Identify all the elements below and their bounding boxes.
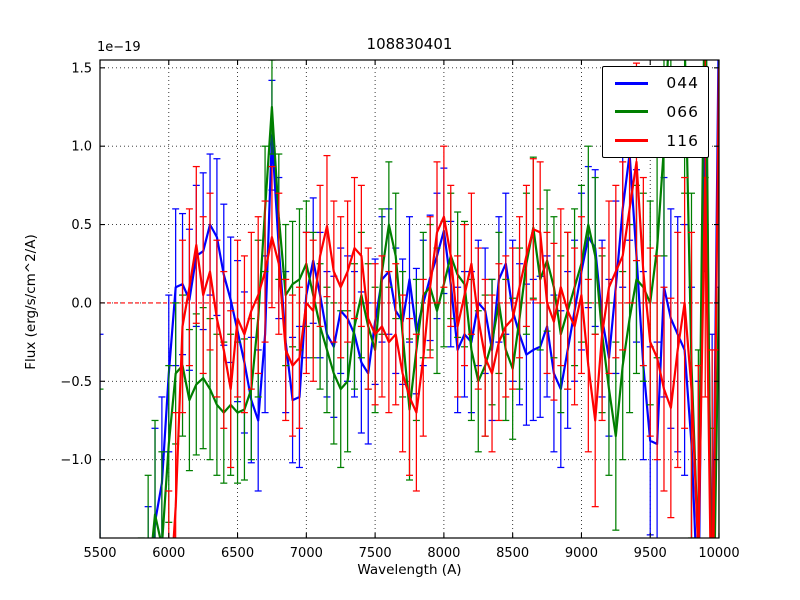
x-tick-label-9000: 9000 <box>565 546 598 561</box>
y-axis-offset-label: 1e−19 <box>97 40 141 55</box>
x-tick-label-10000: 10000 <box>698 546 739 561</box>
y-axis-label: Flux (erg/s/cm^2/A) <box>23 234 39 370</box>
x-tick-label-8000: 8000 <box>427 546 460 561</box>
x-tick-label-6000: 6000 <box>152 546 185 561</box>
x-tick-label-8500: 8500 <box>496 546 529 561</box>
series-line-116 <box>172 67 719 538</box>
legend-box: 044 066 116 <box>602 66 709 158</box>
x-tick-label-7000: 7000 <box>290 546 323 561</box>
tick-labels: 5500 6000 6500 7000 7500 8000 8500 9000 9500 1000… <box>60 61 739 561</box>
legend-label-116: 116 <box>666 131 699 150</box>
legend-item-066: 066 <box>603 98 708 126</box>
legend-item-116: 116 <box>603 127 708 155</box>
legend-line-sample-066 <box>615 110 648 114</box>
y-tick-label--0.5: −0.5 <box>60 375 92 390</box>
legend-line-sample-116 <box>615 139 648 143</box>
legend-line-sample-044 <box>615 81 648 85</box>
axes-frame <box>99 59 720 539</box>
chart-title: 108830401 <box>366 35 453 53</box>
x-tick-label-9500: 9500 <box>634 546 667 561</box>
x-tick-label-5500: 5500 <box>83 546 116 561</box>
y-tick-label-0.5: 0.5 <box>71 218 92 233</box>
y-tick-label-1: 1.0 <box>71 140 92 155</box>
legend-item-044: 044 <box>603 69 708 97</box>
series-116 <box>165 60 719 538</box>
y-tick-label-0: 0.0 <box>71 296 92 311</box>
y-tick-label--1: −1.0 <box>60 453 92 468</box>
legend-label-044: 044 <box>666 74 699 93</box>
x-tick-label-7500: 7500 <box>359 546 392 561</box>
x-tick-label-6500: 6500 <box>221 546 254 561</box>
legend-label-066: 066 <box>666 102 699 121</box>
axis-ticks <box>99 60 720 538</box>
x-axis-label: Wavelength (A) <box>357 562 462 578</box>
y-tick-label-1.5: 1.5 <box>71 61 92 76</box>
